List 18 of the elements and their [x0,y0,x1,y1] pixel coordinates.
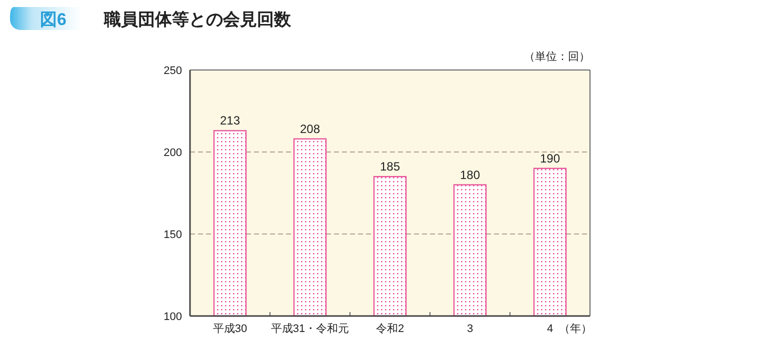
y-tick-label: 200 [164,147,182,159]
y-axis-title: （単位：回） [524,51,590,63]
y-tick-label: 100 [164,311,182,323]
y-tick-label: 250 [164,65,182,77]
chart-title: 職員団体等との会見回数 [103,10,292,29]
x-tick-label: 3 [466,323,474,335]
caption: 図6 [40,10,66,29]
data-label: 180 [460,168,480,182]
y-tick-label: 150 [164,229,182,241]
data-label: 213 [220,114,240,128]
x-tick-label: 平成31・令和元 [270,322,350,335]
data-label: 208 [300,122,320,136]
data-label: 185 [380,160,400,174]
data-label: 190 [540,151,560,166]
x-tick-label: 平成30 [212,322,248,335]
x-axis-title: （年） [559,323,592,335]
x-tick-label: 4 [546,323,554,335]
x-tick-label: 令和2 [376,322,404,335]
